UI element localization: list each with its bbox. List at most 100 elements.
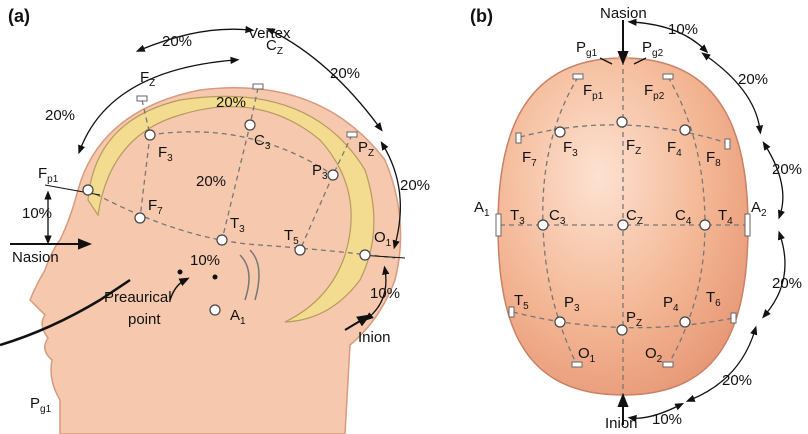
electrode-index: p1 (47, 174, 59, 185)
electrode-name: P (312, 162, 322, 179)
electrode-index: 2 (761, 208, 767, 219)
landmark-label: Preaurical (104, 289, 172, 306)
electrode-name: O (645, 345, 657, 362)
electrode-index: 3 (572, 148, 578, 159)
electrode-index: p1 (592, 91, 604, 102)
electrode-index: Z (368, 148, 374, 159)
percentage-label: 20% (45, 107, 75, 124)
electrode-label: A2 (751, 199, 767, 219)
electrode-index: 5 (523, 301, 529, 312)
electrode-index: Z (635, 146, 641, 157)
electrode-name: T (510, 207, 519, 224)
percentage-label: 20% (722, 372, 752, 389)
percentage-label: 20% (162, 33, 192, 50)
electrode-index: Z (637, 216, 643, 227)
percentage-label: 10% (370, 285, 400, 302)
electrode-name: F (626, 137, 635, 154)
electrode-name: F (583, 82, 592, 99)
electrode-name: A (751, 199, 761, 216)
electrode-name: C (254, 132, 265, 149)
electrode-index: 3 (574, 303, 580, 314)
electrode-index: 1 (240, 316, 246, 327)
electrode-name: F (140, 69, 149, 86)
electrode-index: 3 (167, 153, 173, 164)
electrode-index: Z (277, 46, 283, 57)
electrode-name: T (718, 207, 727, 224)
electrode-name: A (230, 307, 240, 324)
percentage-label: 10% (190, 252, 220, 269)
electrode-label: Pg1 (576, 39, 598, 59)
electrode-index: 4 (673, 303, 679, 314)
electrode-name: C (266, 37, 277, 54)
electrode-index: g2 (652, 48, 664, 59)
panel-label: (b) (470, 6, 493, 26)
electrode-name: O (578, 345, 590, 362)
percentage-label: 20% (738, 71, 768, 88)
electrode-label: A1 (474, 199, 490, 219)
electrode-name: F (644, 82, 653, 99)
electrode-index: 3 (519, 216, 525, 227)
landmark-label: Inion (605, 415, 638, 432)
percentage-label: 20% (772, 161, 802, 178)
electrode-index: 5 (293, 236, 299, 247)
electrode-index: 8 (715, 158, 721, 169)
electrode-index: 3 (322, 171, 328, 182)
electrode-name: A (474, 199, 484, 216)
electrode-name: F (667, 139, 676, 156)
electrode-index: 4 (676, 148, 682, 159)
electrode-index: Z (636, 318, 642, 329)
electrode-name: F (38, 165, 47, 182)
landmark-label: Nasion (600, 5, 647, 22)
electrode-name: P (358, 139, 368, 156)
electrode-index: 7 (531, 158, 537, 169)
electrode-name: F (158, 144, 167, 161)
electrode-name: O (374, 229, 386, 246)
electrode-name: F (563, 139, 572, 156)
electrode-index: 1 (484, 208, 490, 219)
electrode-name: F (148, 197, 157, 214)
electrode-name: P (564, 294, 574, 311)
figure: (a)VertexNasionInionPreauricalpoint20%20… (0, 0, 808, 434)
electrode-index: g1 (586, 48, 598, 59)
electrode-index: 6 (715, 298, 721, 309)
electrode-index: 1 (386, 238, 392, 249)
electrode-name: C (626, 207, 637, 224)
electrode-name: P (576, 39, 586, 56)
electrode-name: C (675, 207, 686, 224)
percentage-label: 10% (668, 21, 698, 38)
percentage-label: 20% (772, 275, 802, 292)
percentage-label: 20% (400, 177, 430, 194)
electrode-name: C (549, 207, 560, 224)
percentage-label: 20% (196, 173, 226, 190)
electrode-label: FZ (140, 69, 155, 89)
electrode-index: g1 (40, 404, 52, 415)
electrode-label: Pg2 (642, 39, 664, 59)
electrode-index: 2 (657, 354, 663, 365)
electrode-name: F (522, 149, 531, 166)
landmark-label: Inion (358, 329, 391, 346)
percentage-label: 10% (652, 411, 682, 428)
electrode-index: 3 (239, 224, 245, 235)
electrode-name: T (230, 215, 239, 232)
electrode-name: F (706, 149, 715, 166)
electrode-name: P (30, 395, 40, 412)
electrode-label: Pg1 (30, 395, 52, 415)
electrode-label: Fp1 (38, 165, 59, 185)
electrode-name: T (514, 292, 523, 309)
electrode-index: p2 (653, 91, 665, 102)
electrode-name: T (284, 227, 293, 244)
electrode-index: Z (149, 78, 155, 89)
electrode-index: 1 (590, 354, 596, 365)
electrode-index: 4 (686, 216, 692, 227)
panel-label: (a) (8, 6, 30, 26)
panel-a-drawing (0, 29, 405, 434)
percentage-label: 20% (216, 94, 246, 111)
electrode-name: P (663, 294, 673, 311)
electrode-index: 3 (560, 216, 566, 227)
electrode-index: 3 (265, 141, 271, 152)
electrode-name: P (626, 309, 636, 326)
electrode-name: T (706, 289, 715, 306)
electrode-index: 7 (157, 206, 163, 217)
percentage-label: 20% (330, 65, 360, 82)
landmark-label: point (128, 311, 161, 328)
